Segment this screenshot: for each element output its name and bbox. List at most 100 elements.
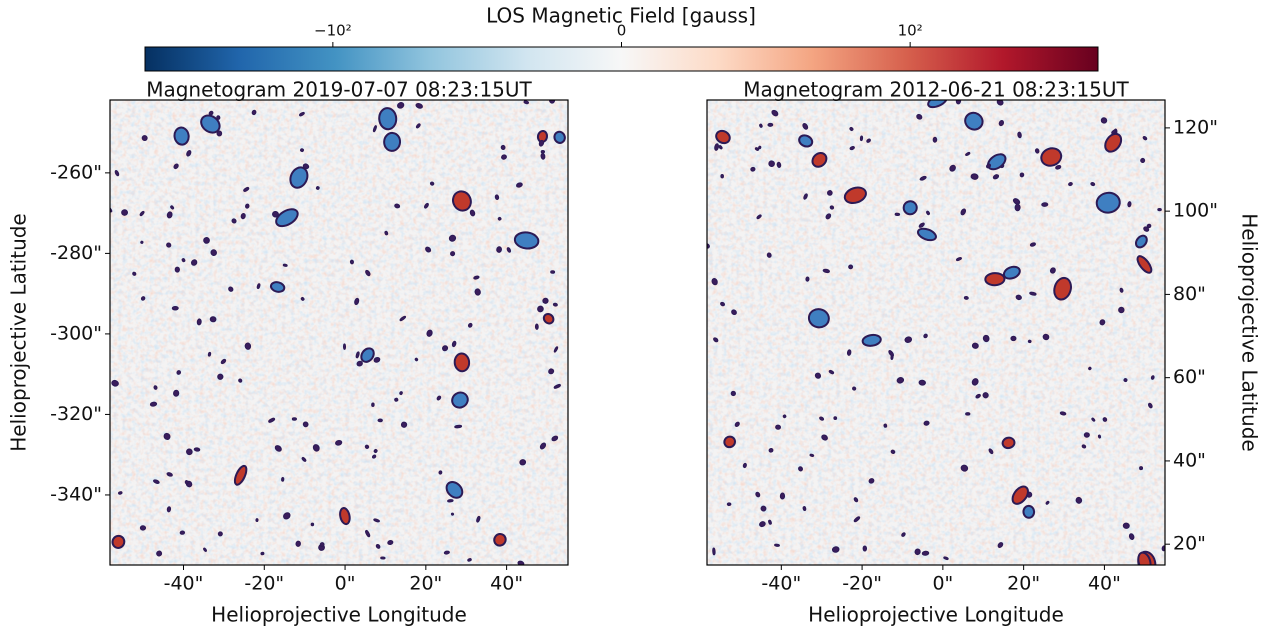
- y-tick-label: -320": [50, 403, 102, 425]
- flux-contour: [1146, 223, 1152, 229]
- flux-contour: [550, 270, 556, 274]
- flux-contour: [538, 139, 545, 147]
- flux-contour: [289, 166, 309, 189]
- flux-contour: [1088, 366, 1092, 371]
- flux-contour: [450, 512, 455, 516]
- flux-contour: [176, 370, 182, 375]
- flux-contour: [1102, 417, 1108, 422]
- flux-contour: [387, 539, 394, 546]
- flux-contour: [1042, 333, 1050, 341]
- flux-contour: [1134, 234, 1148, 249]
- flux-contour: [986, 163, 992, 169]
- flux-contour: [539, 442, 547, 450]
- flux-contour: [173, 163, 179, 170]
- flux-contour: [356, 360, 363, 367]
- flux-contour: [423, 202, 429, 209]
- flux-contour: [918, 222, 925, 228]
- flux-contour: [438, 470, 443, 475]
- flux-contour: [364, 444, 370, 449]
- flux-contour: [523, 100, 529, 105]
- flux-contour: [209, 316, 217, 323]
- flux-contour: [166, 506, 172, 513]
- flux-contour: [372, 125, 377, 133]
- flux-contour: [1040, 147, 1063, 167]
- flux-contour: [494, 194, 500, 201]
- flux-contour: [998, 120, 1005, 127]
- flux-contour: [713, 337, 719, 343]
- flux-contour: [1034, 148, 1040, 154]
- flux-contour: [291, 417, 297, 421]
- flux-contour: [718, 145, 723, 150]
- flux-contour: [766, 252, 772, 258]
- flux-contour: [216, 130, 223, 137]
- colorbar-tick-label: 0: [617, 22, 627, 40]
- flux-contour: [443, 550, 450, 555]
- x-tick-label: 0": [335, 573, 356, 595]
- flux-contour: [255, 518, 259, 523]
- y-tick-label: 60": [1173, 366, 1206, 388]
- y-tick-label: 80": [1173, 283, 1206, 305]
- flux-contour: [355, 351, 360, 359]
- flux-contour: [140, 296, 146, 301]
- flux-contour: [888, 350, 894, 357]
- y-tick-label: -260": [50, 161, 102, 183]
- flux-contour: [982, 334, 990, 343]
- flux-contour: [1053, 276, 1072, 301]
- flux-contour: [240, 212, 246, 220]
- flux-contour: [339, 507, 351, 526]
- flux-contour: [272, 210, 279, 218]
- flux-contour: [1059, 411, 1067, 416]
- flux-contour: [184, 480, 189, 485]
- flux-contour: [758, 145, 762, 150]
- flux-contour: [415, 103, 423, 109]
- panel-title: Magnetogram 2019-07-07 08:23:15UT: [146, 78, 532, 102]
- flux-contour: [373, 449, 378, 453]
- flux-contour: [300, 148, 304, 152]
- flux-contour: [853, 497, 859, 503]
- flux-contour: [193, 447, 201, 452]
- flux-contour: [365, 529, 371, 538]
- flux-contour: [173, 389, 180, 397]
- flux-contour: [960, 208, 967, 216]
- flux-contour: [268, 417, 276, 423]
- flux-contour: [166, 472, 173, 477]
- flux-contour: [139, 525, 147, 531]
- magnetogram-image: [110, 100, 568, 565]
- flux-contour: [426, 329, 433, 337]
- flux-contour: [859, 135, 864, 142]
- flux-contour: [208, 110, 214, 116]
- flux-contour: [1045, 500, 1050, 505]
- flux-contour: [1123, 378, 1128, 383]
- flux-contour: [140, 240, 144, 244]
- flux-contour: [1122, 522, 1130, 529]
- flux-contour: [551, 435, 559, 442]
- flux-contour: [371, 454, 377, 459]
- flux-contour: [173, 126, 190, 146]
- colorbar-tick-label: 10²: [898, 22, 923, 40]
- flux-contour: [441, 345, 449, 352]
- flux-contour: [821, 434, 828, 441]
- flux-contour: [542, 297, 549, 304]
- flux-contour: [231, 218, 237, 224]
- flux-contour: [301, 457, 307, 462]
- flux-contour: [256, 283, 261, 290]
- flux-contour: [349, 259, 354, 265]
- flux-contour: [1041, 202, 1049, 207]
- flux-contour: [493, 532, 507, 547]
- magnetogram-image: [707, 100, 1165, 565]
- flux-contour: [997, 542, 1004, 548]
- flux-contour: [963, 295, 969, 300]
- flux-contour: [166, 242, 172, 248]
- flux-contour: [759, 123, 763, 128]
- flux-contour: [918, 379, 926, 386]
- flux-contour: [798, 134, 814, 148]
- flux-contour: [163, 432, 171, 440]
- flux-contour: [210, 249, 217, 257]
- flux-contour: [315, 186, 320, 190]
- image-noise: [110, 100, 568, 565]
- flux-contour: [964, 111, 984, 131]
- flux-contour: [1029, 242, 1036, 247]
- flux-contour: [207, 351, 212, 357]
- flux-contour: [1111, 129, 1117, 135]
